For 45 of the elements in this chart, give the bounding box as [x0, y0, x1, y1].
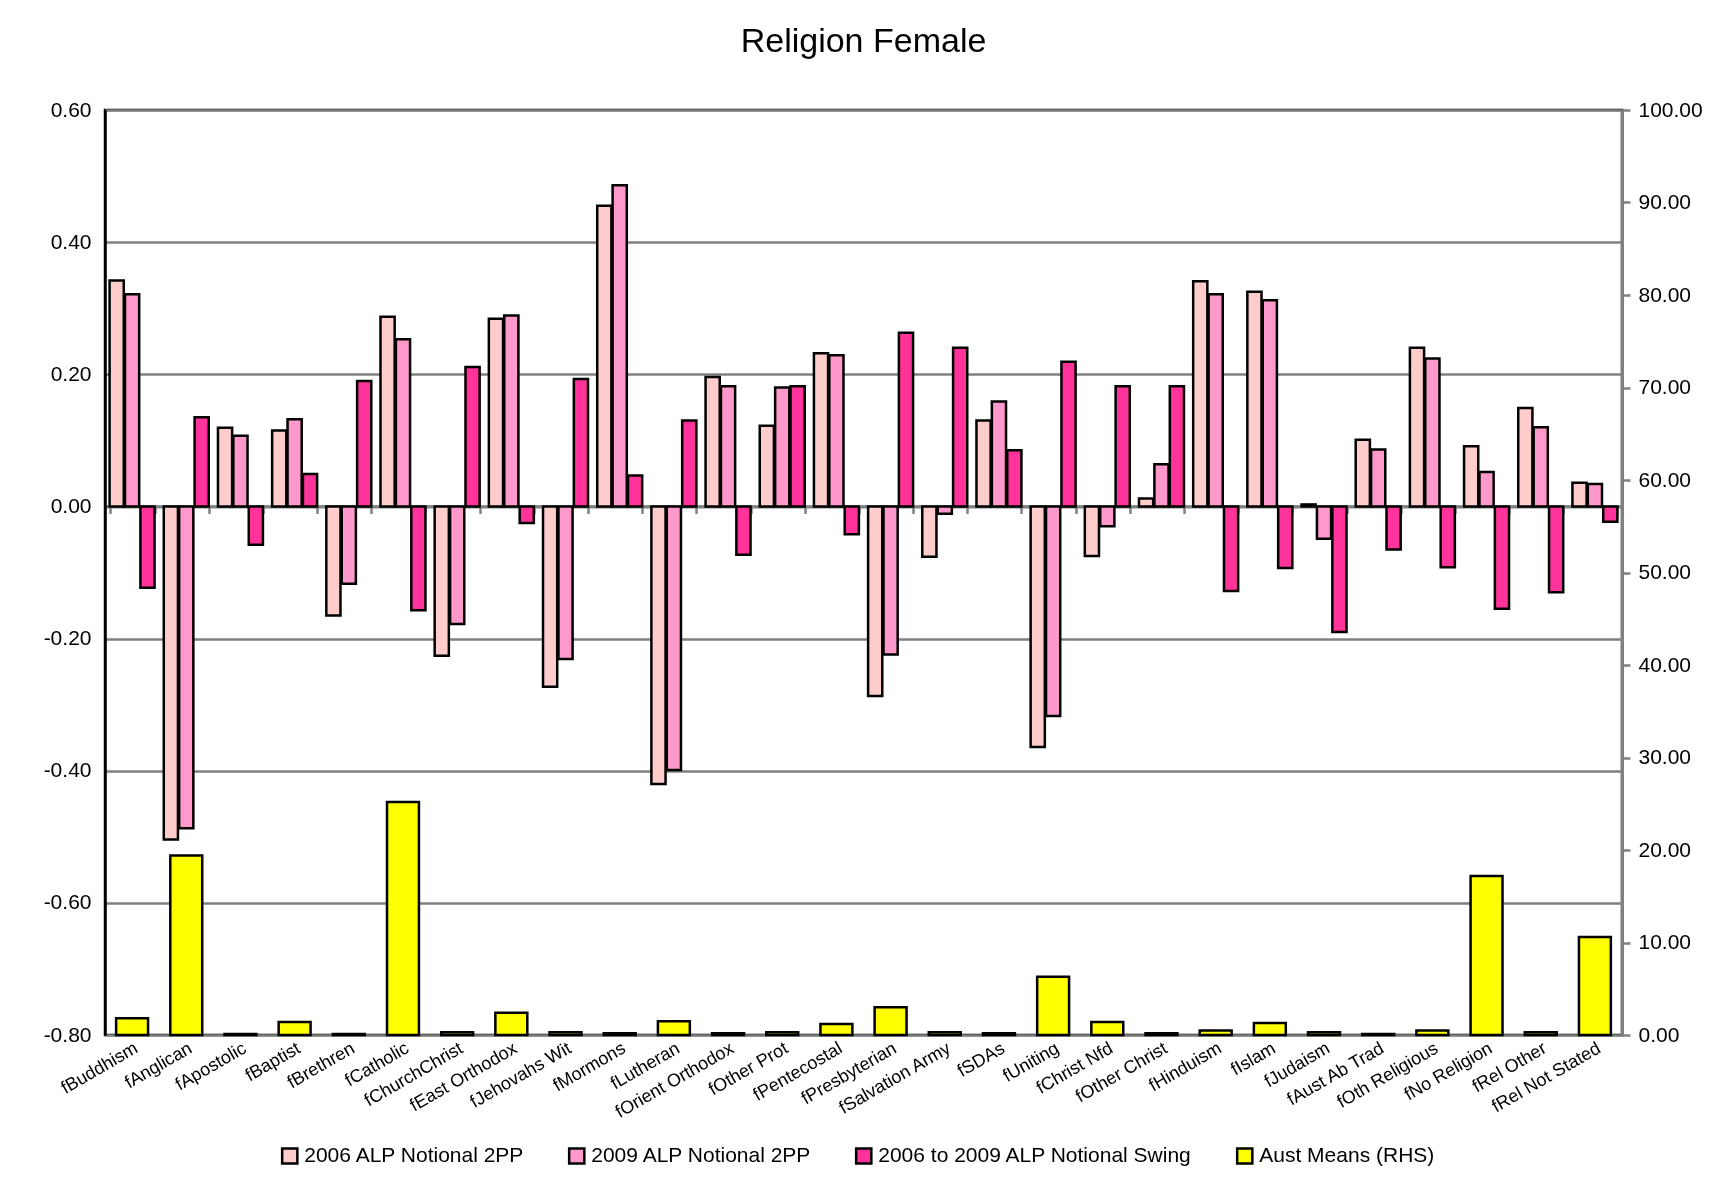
legend-label: Aust Means (RHS) [1259, 1142, 1435, 1166]
y2-tick-label: 0.00 [1638, 1022, 1680, 1046]
bar [114, 1017, 150, 1037]
bar [1523, 1030, 1558, 1037]
y-tick-label: -0.80 [43, 1022, 92, 1046]
y2-tick-label: 100.00 [1638, 97, 1703, 121]
y-tick-label: -0.20 [43, 626, 92, 650]
y2-tick-label: 90.00 [1638, 190, 1692, 213]
legend-label: 2006 to 2009 ALP Notional Swing [878, 1142, 1191, 1166]
legend-label: 2006 ALP Notional 2PP [304, 1142, 524, 1166]
bar [385, 800, 421, 1037]
y2-tick-label: 40.00 [1638, 652, 1692, 676]
bar [819, 1022, 854, 1037]
bar [548, 1030, 583, 1037]
y2-tick-label: 70.00 [1638, 375, 1692, 398]
bar [765, 1030, 800, 1037]
bar [656, 1019, 692, 1037]
bar [494, 1011, 529, 1037]
bar [1252, 1021, 1288, 1037]
bar [873, 1006, 908, 1037]
bar [1090, 1020, 1125, 1037]
y-tick-label: -0.60 [43, 890, 92, 914]
bar [1306, 1030, 1342, 1037]
bar [277, 1020, 312, 1037]
bar [439, 1030, 475, 1037]
bar [1577, 935, 1613, 1037]
bar [1198, 1029, 1233, 1037]
y-tick-label: 0.00 [50, 493, 92, 517]
y-tick-label: -0.40 [43, 758, 92, 782]
y-tick-label: 0.60 [50, 97, 92, 121]
y-tick-label: 0.40 [50, 229, 92, 253]
y2-tick-label: 20.00 [1638, 837, 1692, 861]
y2-tick-label: 80.00 [1638, 282, 1692, 306]
y2-tick-label: 60.00 [1638, 467, 1692, 491]
bar [169, 854, 204, 1037]
legend-label: 2009 ALP Notional 2PP [591, 1142, 811, 1166]
chart-title: Religion Female [740, 21, 987, 59]
y2-tick-label: 10.00 [1638, 930, 1692, 953]
y2-tick-label: 50.00 [1638, 560, 1692, 583]
y2-tick-label: 30.00 [1638, 745, 1692, 768]
bar [1415, 1029, 1450, 1037]
bar [927, 1030, 962, 1037]
bar [1469, 874, 1504, 1037]
bar [1035, 975, 1071, 1037]
y-tick-label: 0.20 [50, 361, 92, 385]
